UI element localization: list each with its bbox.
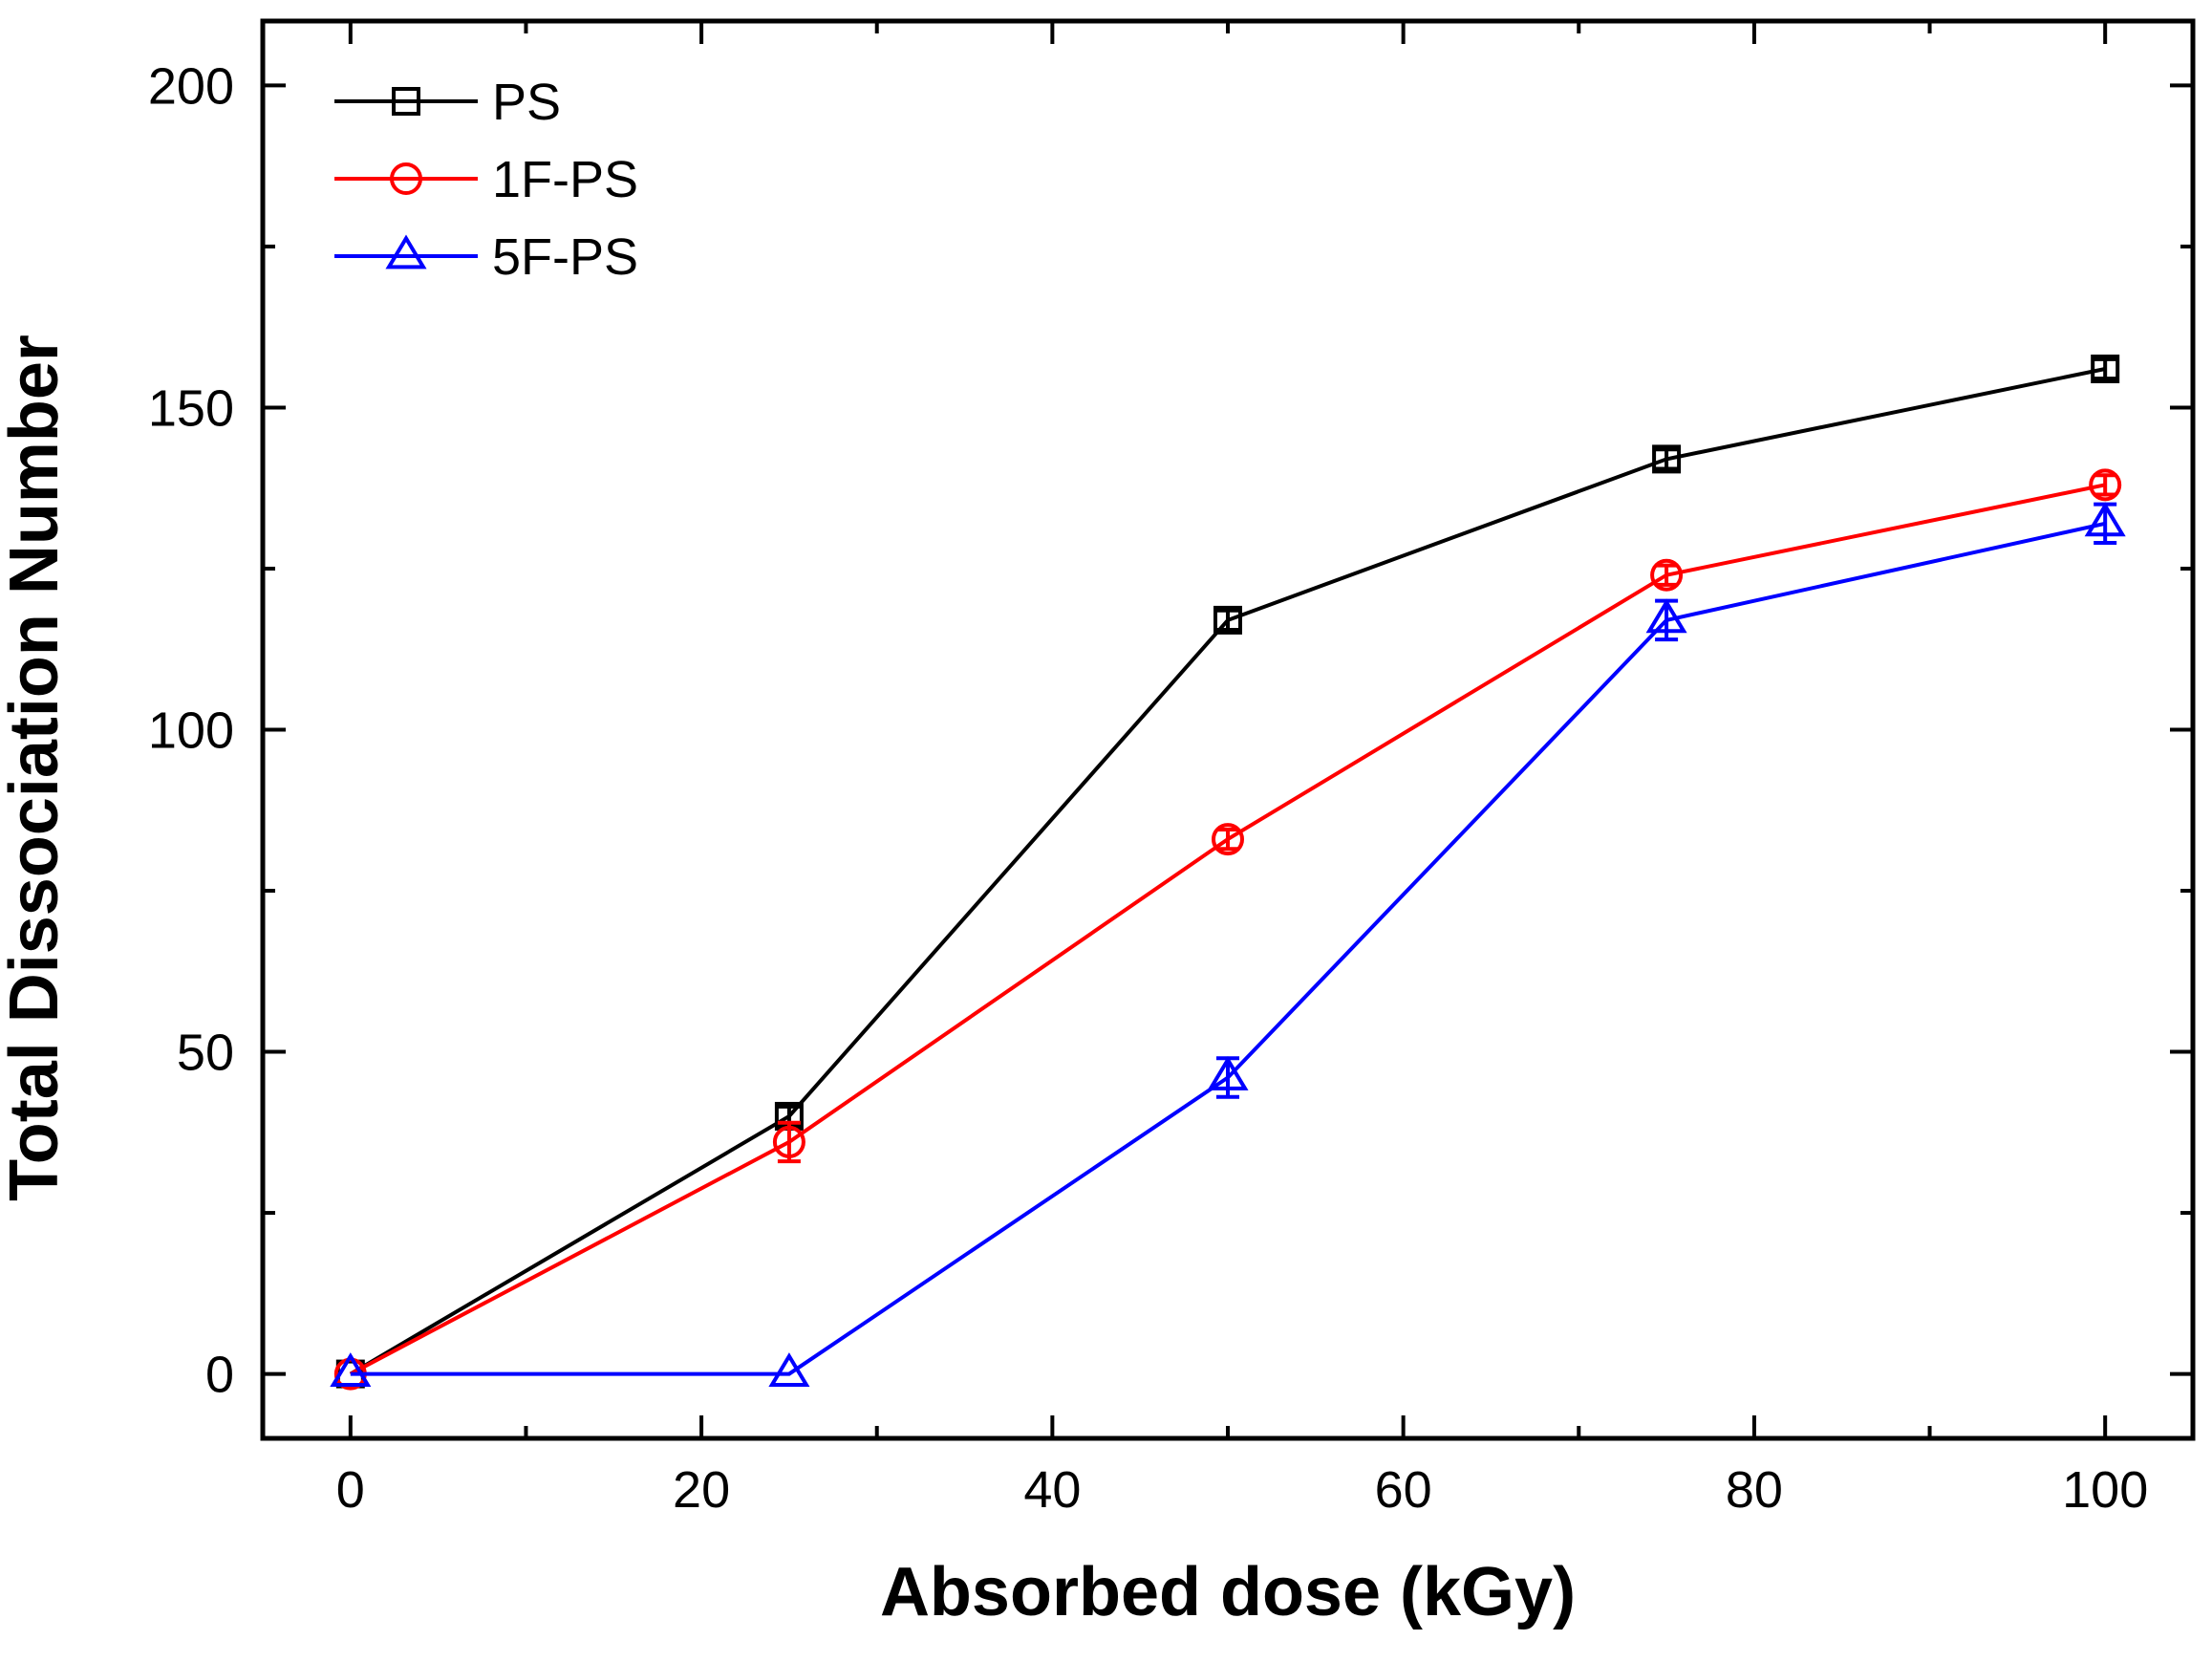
data-point [1207, 1056, 1249, 1090]
x-axis-title: Absorbed dose (kGy) [880, 1554, 1576, 1630]
data-point [2091, 355, 2120, 384]
data-point [1650, 558, 1684, 592]
legend-label: 1F-PS [492, 151, 638, 208]
data-point [2084, 502, 2126, 537]
y-tick-label: 200 [148, 57, 234, 115]
y-axis-title: Total Dissociation Number [0, 335, 73, 1201]
data-point [330, 1352, 372, 1387]
axis-ticks [263, 21, 2193, 1438]
data-point [1645, 598, 1687, 634]
series-line [350, 521, 2106, 1376]
plot-frame [260, 18, 2196, 1441]
data-point [2089, 468, 2122, 502]
series-ps [335, 355, 2120, 1389]
legend: PS 1F-PS 5F-PS [334, 74, 638, 286]
series-line [349, 367, 2106, 1376]
data-point [772, 1125, 805, 1158]
series-5f-ps [330, 502, 2126, 1387]
legend-item-1f-ps: 1F-PS [334, 151, 638, 208]
x-tick-label: 80 [1726, 1461, 1783, 1519]
x-tick-label: 60 [1375, 1461, 1432, 1519]
legend-label: 5F-PS [492, 228, 638, 286]
legend-item-5f-ps: 5F-PS [334, 228, 638, 286]
y-tick-label: 150 [148, 379, 234, 437]
legend-marker [392, 87, 420, 116]
legend-label: PS [492, 74, 561, 131]
x-tick-label: 100 [2062, 1461, 2148, 1519]
data-point [1652, 444, 1682, 474]
series-layer [330, 355, 2126, 1391]
data-point [768, 1352, 810, 1387]
data-point [1213, 605, 1242, 635]
x-tick-label: 20 [673, 1461, 730, 1519]
x-tick-label: 0 [336, 1461, 365, 1519]
x-tick-label: 40 [1023, 1461, 1081, 1519]
data-point [1212, 823, 1244, 856]
y-tick-label: 100 [148, 702, 234, 760]
y-tick-label: 50 [177, 1025, 234, 1082]
legend-marker [390, 162, 422, 195]
y-tick-label: 0 [205, 1347, 234, 1404]
legend-marker [385, 234, 427, 270]
tick-labels: 0 20 40 60 80 100 0 50 100 150 200 [148, 57, 2148, 1519]
legend-item-ps: PS [334, 74, 561, 131]
